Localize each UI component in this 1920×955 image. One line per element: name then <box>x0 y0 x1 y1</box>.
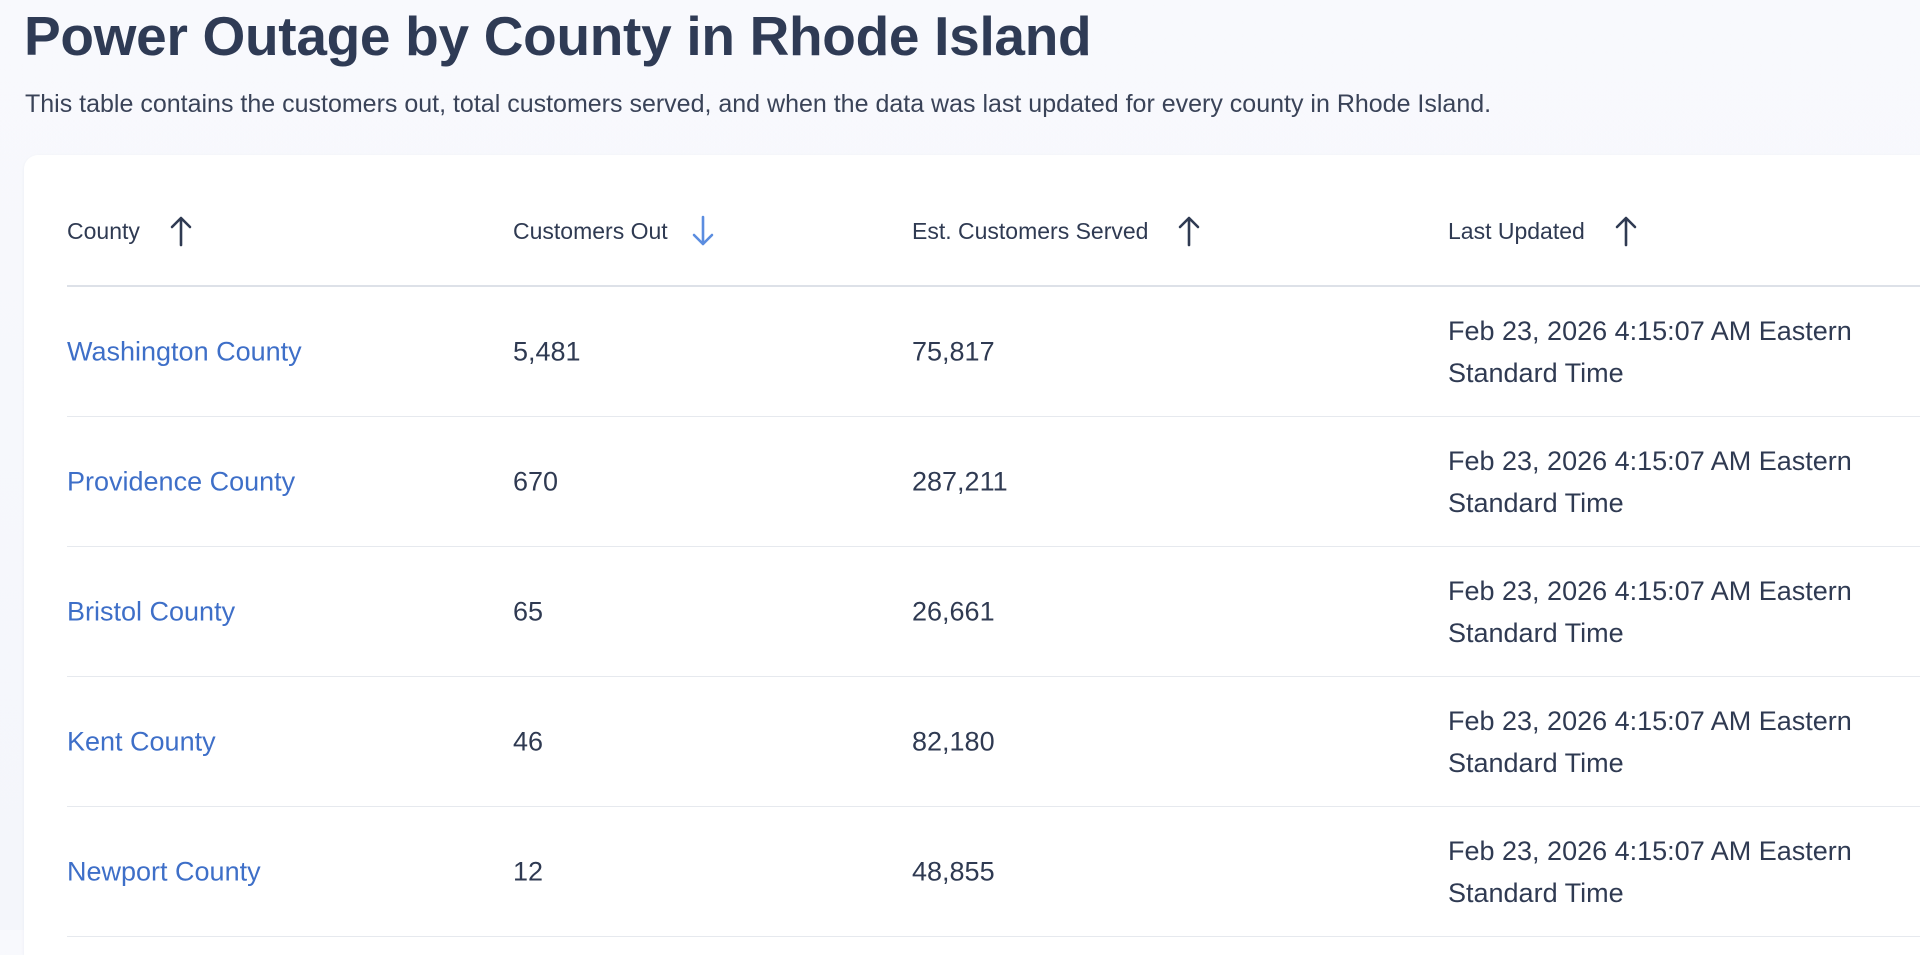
customers-served-value: 48,855 <box>912 856 995 886</box>
table-row: Kent County 46 82,180 Feb 23, 2026 4:15:… <box>67 677 1920 807</box>
customers-served-value: 75,817 <box>912 336 995 366</box>
page-description: This table contains the customers out, t… <box>25 90 1492 118</box>
page-title: Power Outage by County in Rhode Island <box>24 5 1092 67</box>
table-row: Washington County 5,481 75,817 Feb 23, 2… <box>67 287 1920 417</box>
last-updated-value: Feb 23, 2026 4:15:07 AM Eastern Standard… <box>1448 575 1852 648</box>
outage-table-card: County Customers Out Est. Customers Serv… <box>24 155 1920 955</box>
table-row: Newport County 12 48,855 Feb 23, 2026 4:… <box>67 807 1920 937</box>
last-updated-value: Feb 23, 2026 4:15:07 AM Eastern Standard… <box>1448 705 1852 778</box>
column-header-est-customers-served[interactable]: Est. Customers Served <box>912 215 1200 247</box>
column-header-label: Est. Customers Served <box>912 217 1149 244</box>
county-link[interactable]: Washington County <box>67 336 302 366</box>
last-updated-value: Feb 23, 2026 4:15:07 AM Eastern Standard… <box>1448 445 1852 518</box>
column-header-label: Last Updated <box>1448 217 1585 244</box>
column-header-county[interactable]: County <box>67 215 192 247</box>
column-header-customers-out[interactable]: Customers Out <box>513 215 714 247</box>
arrow-up-icon[interactable] <box>170 215 192 247</box>
column-header-label: Customers Out <box>513 217 668 244</box>
customers-served-value: 26,661 <box>912 596 995 626</box>
outage-table: County Customers Out Est. Customers Serv… <box>67 155 1920 937</box>
customers-out-value: 46 <box>513 726 544 756</box>
customers-served-value: 82,180 <box>912 726 995 756</box>
column-header-last-updated[interactable]: Last Updated <box>1448 215 1637 247</box>
table-header-row: County Customers Out Est. Customers Serv… <box>67 155 1920 287</box>
table-row: Bristol County 65 26,661 Feb 23, 2026 4:… <box>67 547 1920 677</box>
customers-out-value: 670 <box>513 466 559 496</box>
customers-out-value: 65 <box>513 596 544 626</box>
customers-served-value: 287,211 <box>912 466 1008 496</box>
county-link[interactable]: Providence County <box>67 466 296 496</box>
last-updated-value: Feb 23, 2026 4:15:07 AM Eastern Standard… <box>1448 835 1852 908</box>
county-link[interactable]: Bristol County <box>67 596 236 626</box>
last-updated-value: Feb 23, 2026 4:15:07 AM Eastern Standard… <box>1448 315 1852 388</box>
arrow-up-icon[interactable] <box>1178 215 1200 247</box>
table-row: Providence County 670 287,211 Feb 23, 20… <box>67 417 1920 547</box>
arrow-up-icon[interactable] <box>1615 215 1637 247</box>
customers-out-value: 12 <box>513 856 544 886</box>
column-header-label: County <box>67 217 140 244</box>
county-link[interactable]: Newport County <box>67 856 261 886</box>
arrow-down-icon[interactable] <box>692 215 714 247</box>
customers-out-value: 5,481 <box>513 336 581 366</box>
county-link[interactable]: Kent County <box>67 726 216 756</box>
